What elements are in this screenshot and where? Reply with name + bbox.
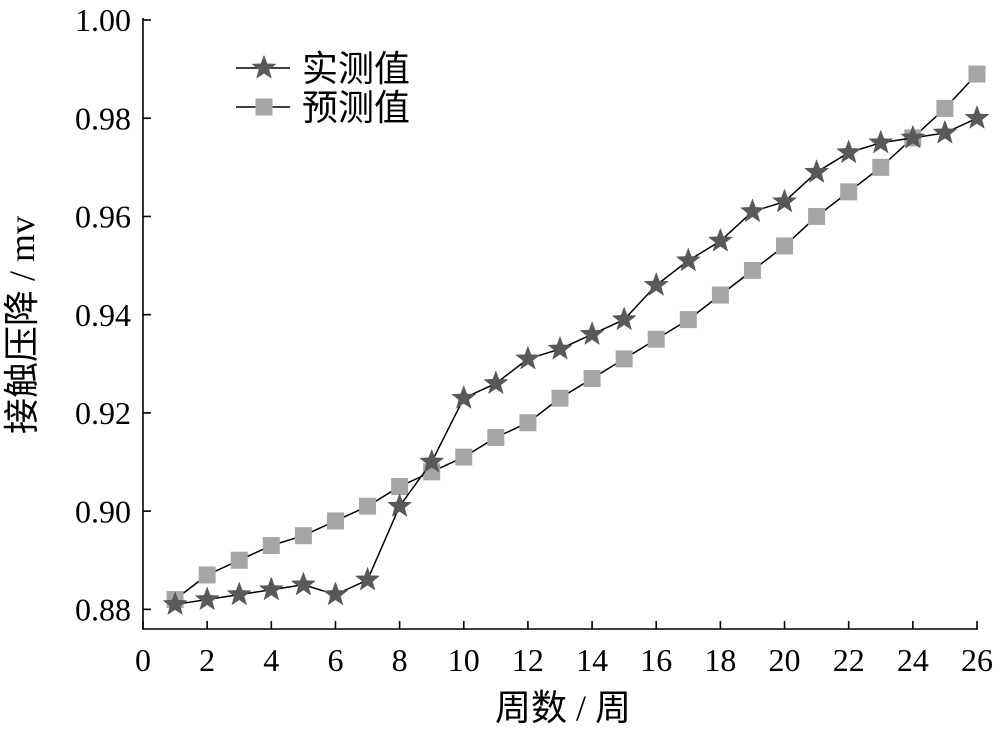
y-tick-label: 0.98 <box>75 100 131 136</box>
square-point <box>583 370 601 388</box>
y-tick-label: 0.88 <box>75 592 131 628</box>
legend: 实测值 预测值 <box>236 49 410 128</box>
star-point <box>419 448 445 473</box>
series-square <box>166 65 986 609</box>
square-point <box>711 286 729 304</box>
star-point <box>547 335 573 360</box>
x-tick-label: 20 <box>769 642 801 678</box>
series-line-square <box>174 73 978 601</box>
x-tick-label: 14 <box>576 642 608 678</box>
x-tick-label: 10 <box>448 642 480 678</box>
legend-label-predicted: 预测值 <box>302 88 410 128</box>
star-point <box>836 139 862 164</box>
square-point <box>743 261 761 279</box>
legend-square-marker <box>255 98 273 116</box>
star-point <box>387 492 413 517</box>
star-point <box>900 124 926 149</box>
square-point <box>230 551 248 569</box>
square-point <box>551 389 569 407</box>
x-ticks: 0 2 4 6 8 10 12 14 16 18 20 22 24 26 <box>135 621 993 678</box>
square-point <box>679 311 697 329</box>
star-point <box>354 566 381 591</box>
square-point <box>455 448 473 466</box>
y-tick-label: 0.92 <box>75 395 131 431</box>
x-tick-label: 24 <box>897 642 929 678</box>
square-point <box>840 183 858 201</box>
star-point <box>451 384 477 409</box>
star-point <box>707 227 733 252</box>
x-tick-label: 4 <box>263 642 279 678</box>
square-point <box>487 428 505 446</box>
square-point <box>872 158 890 176</box>
legend-marker-measured <box>251 54 277 79</box>
y-axis-label: 接触压降 / mv <box>2 216 42 434</box>
star-point <box>675 247 701 272</box>
x-tick-label: 16 <box>640 642 672 678</box>
x-tick-label: 22 <box>833 642 865 678</box>
legend-entry-predicted: 预测值 <box>236 88 410 128</box>
star-point <box>868 129 894 154</box>
legend-label-measured: 实测值 <box>302 49 410 89</box>
square-point <box>936 99 954 117</box>
star-point <box>964 105 990 129</box>
square-point <box>391 478 409 496</box>
star-point <box>611 306 637 331</box>
y-tick-label: 0.94 <box>75 297 131 333</box>
series-star <box>162 105 990 616</box>
x-tick-label: 6 <box>327 642 343 678</box>
star-point <box>290 571 316 596</box>
x-tick-label: 12 <box>512 642 544 678</box>
square-point <box>326 512 344 530</box>
y-ticks: 0.88 0.90 0.92 0.94 0.96 0.98 1.00 <box>75 2 151 628</box>
series-layer <box>162 65 990 616</box>
star-point <box>804 159 830 183</box>
y-tick-label: 1.00 <box>75 2 131 38</box>
legend-marker-predicted <box>255 98 273 116</box>
square-point <box>776 237 794 255</box>
star-point <box>258 576 284 601</box>
legend-entry-measured: 实测值 <box>236 49 410 89</box>
x-tick-label: 8 <box>392 642 408 678</box>
square-point <box>647 330 665 348</box>
star-point <box>643 271 669 296</box>
star-point <box>226 581 252 606</box>
axes <box>142 18 978 630</box>
x-tick-label: 26 <box>961 642 993 678</box>
x-axis-label: 周数 / 周 <box>495 688 631 728</box>
star-point <box>739 198 766 223</box>
square-point <box>519 414 537 432</box>
x-tick-label: 0 <box>135 642 151 678</box>
star-point <box>932 119 958 144</box>
square-point <box>968 65 986 83</box>
square-point <box>294 527 312 545</box>
y-tick-label: 0.96 <box>75 199 131 235</box>
star-point <box>162 591 188 616</box>
square-point <box>359 497 377 515</box>
star-point <box>771 188 798 213</box>
y-tick-label: 0.90 <box>75 493 131 529</box>
square-point <box>198 566 216 584</box>
x-tick-label: 2 <box>199 642 215 678</box>
square-point <box>808 207 826 225</box>
star-point <box>483 370 509 395</box>
star-point <box>515 345 541 370</box>
star-point <box>194 586 220 611</box>
square-point <box>615 350 633 368</box>
legend-star-marker <box>251 54 277 79</box>
x-tick-label: 18 <box>704 642 736 678</box>
star-point <box>322 581 349 606</box>
star-point <box>579 321 605 346</box>
square-point <box>262 537 280 555</box>
